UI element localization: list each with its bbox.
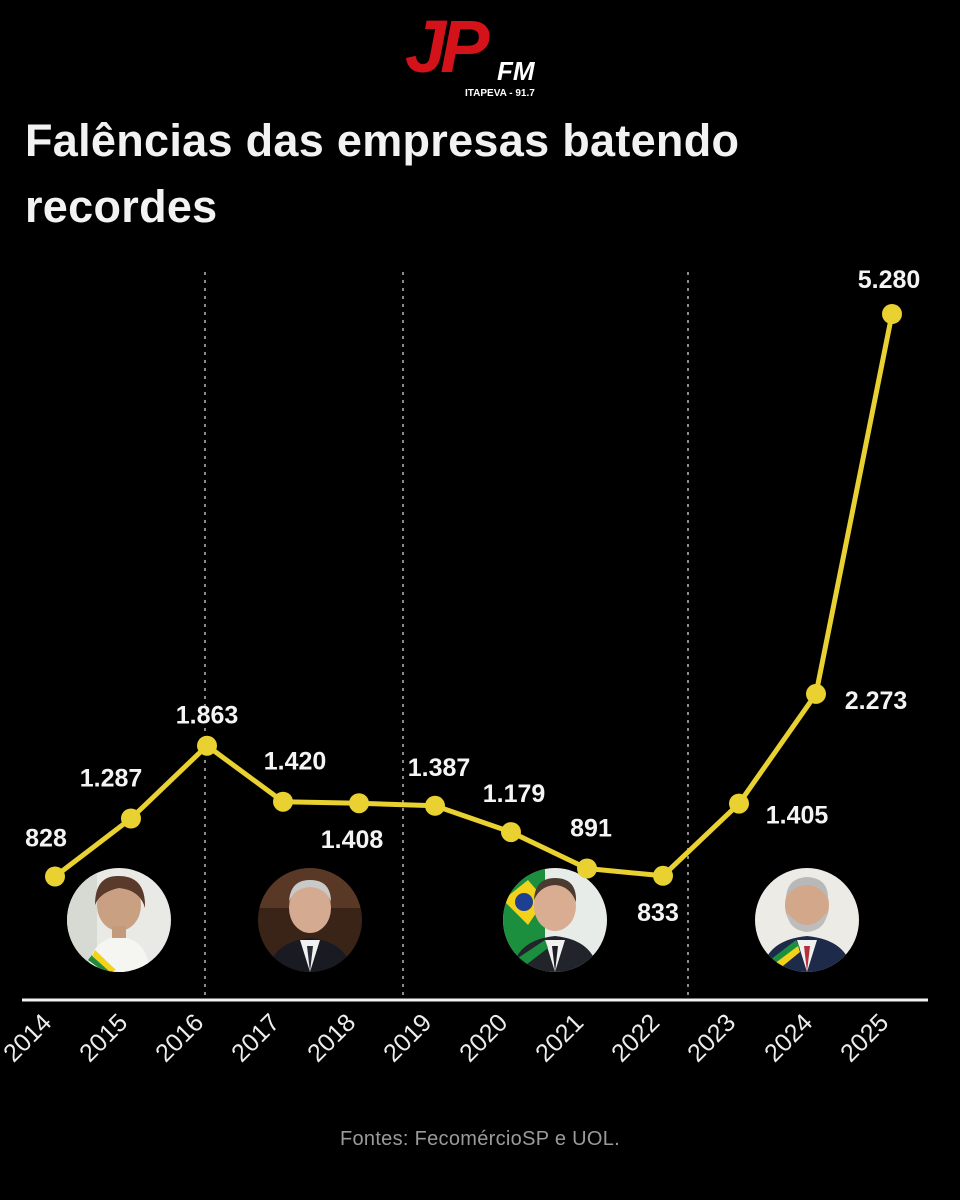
logo-fm: FM — [497, 56, 536, 86]
x-tick-2022: 2022 — [606, 1008, 665, 1067]
x-tick-2025: 2025 — [835, 1008, 894, 1067]
series-line — [52, 311, 895, 879]
source-note: Fontes: FecomércioSP e UOL. — [339, 1128, 621, 1150]
x-tick-2018: 2018 — [302, 1008, 361, 1067]
x-tick-2024: 2024 — [759, 1008, 818, 1067]
data-point-2025 — [882, 304, 902, 324]
jp-fm-logo: JP FM ITAPEVA - 91.7 — [405, 10, 536, 99]
data-point-2016 — [197, 735, 217, 756]
value-label-2014: 828 — [25, 825, 67, 853]
x-tick-labels: 2014 2015 2016 2017 2018 2019 2020 2021 2022 2023… — [0, 1008, 894, 1067]
value-label-2023: 1.405 — [766, 802, 829, 830]
x-tick-2014: 2014 — [0, 1008, 57, 1067]
data-point-2024 — [806, 683, 826, 704]
x-tick-2020: 2020 — [454, 1008, 513, 1067]
x-tick-2023: 2023 — [682, 1008, 741, 1067]
value-label-2015: 1.287 — [80, 765, 143, 793]
logo-jp: JP — [405, 10, 490, 88]
data-point-2017 — [273, 791, 293, 812]
x-tick-2016: 2016 — [150, 1008, 209, 1067]
value-label-2017: 1.420 — [264, 748, 327, 776]
data-point-2022 — [653, 865, 673, 886]
value-label-2021: 891 — [570, 815, 612, 843]
data-point-2018 — [349, 793, 369, 814]
data-point-2014 — [45, 866, 65, 887]
portrait-bolsonaro — [503, 868, 607, 972]
value-label-2024: 2.273 — [845, 687, 908, 715]
value-label-2020: 1.179 — [483, 780, 546, 808]
value-label-2018: 1.408 — [321, 826, 384, 854]
x-tick-2017: 2017 — [226, 1008, 285, 1067]
data-labels: 828 1.287 1.863 1.420 1.408 1.387 1.179 891 833 1… — [25, 266, 920, 927]
data-point-2019 — [425, 795, 445, 816]
period-dividers — [204, 272, 689, 1000]
data-point-2015 — [121, 808, 141, 829]
data-point-2021 — [577, 858, 597, 879]
portrait-lula — [755, 868, 859, 972]
value-label-2025: 5.280 — [858, 266, 921, 294]
portraits — [67, 868, 859, 972]
x-tick-2019: 2019 — [378, 1008, 437, 1067]
value-label-2022: 833 — [637, 899, 679, 927]
x-tick-2015: 2015 — [74, 1008, 133, 1067]
logo-station: ITAPEVA - 91.7 — [465, 88, 535, 99]
value-label-2016: 1.863 — [176, 702, 239, 730]
value-label-2019: 1.387 — [408, 754, 471, 782]
portrait-dilma — [67, 868, 171, 972]
chart-title: Falências das empresas batendo recordes — [25, 115, 740, 232]
data-point-2020 — [501, 822, 521, 843]
data-point-2023 — [729, 793, 749, 814]
x-tick-2021: 2021 — [530, 1008, 589, 1067]
data-points — [45, 304, 902, 887]
portrait-temer — [258, 868, 362, 972]
